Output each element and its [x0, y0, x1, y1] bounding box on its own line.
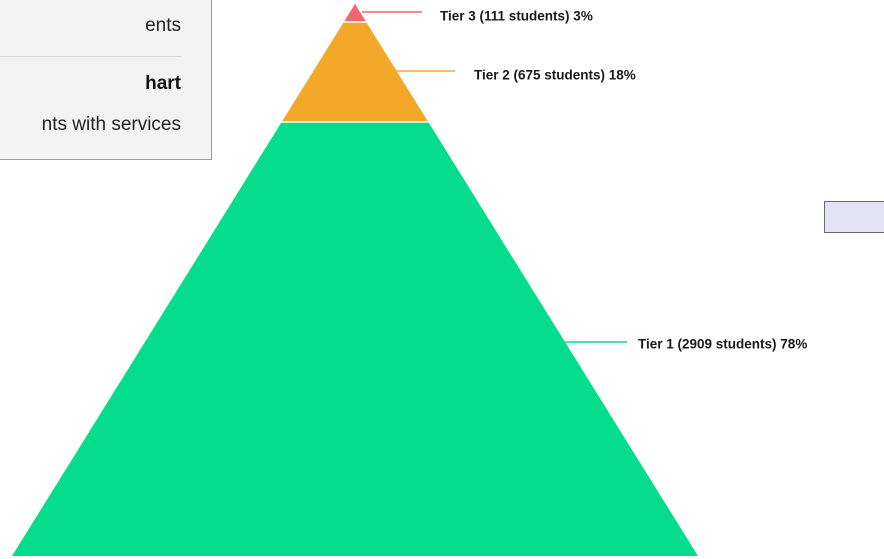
menu-item-chart[interactable]: hart	[145, 73, 181, 94]
tier-2-label: Tier 2 (675 students) 18%	[474, 68, 636, 83]
tier-3-segment[interactable]	[343, 4, 367, 22]
menu-item-students[interactable]: ents	[145, 15, 181, 36]
menu-item-students-with-services[interactable]: nts with services	[41, 114, 181, 135]
menu-divider	[0, 56, 181, 57]
context-menu: ents hart nts with services	[0, 0, 212, 160]
tier-3-label: Tier 3 (111 students) 3%	[440, 9, 593, 24]
tier-1-segment[interactable]	[12, 122, 698, 556]
tier-1-label: Tier 1 (2909 students) 78%	[638, 337, 807, 352]
side-button[interactable]	[824, 201, 884, 233]
tier-2-segment[interactable]	[281, 22, 429, 122]
